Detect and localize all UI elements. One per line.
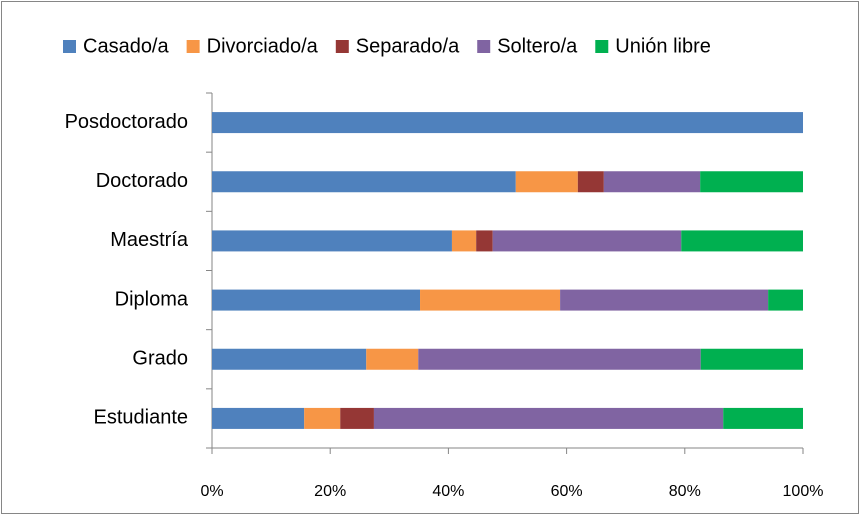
bar-segment (476, 230, 493, 252)
bar-segment (768, 289, 803, 311)
bar-segment (515, 171, 578, 193)
bar-segment (212, 230, 452, 252)
bar-segment (700, 171, 803, 193)
bar-segment (212, 348, 367, 370)
x-tick-label: 80% (669, 483, 701, 500)
bar-segment (700, 348, 803, 370)
y-tick-label: Posdoctorado (65, 111, 188, 133)
legend-swatch (63, 40, 76, 53)
bar-segment (212, 171, 516, 193)
bar-segment (418, 348, 701, 370)
bar-segment (304, 407, 341, 429)
legend-swatch (477, 40, 491, 53)
legend-label: Casado/a (83, 35, 169, 57)
bar-segment (577, 171, 604, 193)
bar-segment (560, 289, 769, 311)
bar-segment (340, 407, 374, 429)
bar-segment (212, 112, 803, 134)
legend-label: Unión libre (615, 35, 711, 57)
bar-segment (420, 289, 561, 311)
legend-swatch (335, 40, 349, 53)
x-tick-label: 20% (314, 483, 346, 500)
legend-label: Separado/a (356, 35, 460, 57)
bar-segment (212, 407, 305, 429)
bar-segment (492, 230, 682, 252)
legend-label: Divorciado/a (207, 35, 319, 57)
legend-swatch (595, 40, 609, 53)
legend-swatch (186, 40, 200, 53)
bar-segment (366, 348, 419, 370)
y-tick-label: Grado (132, 348, 188, 370)
y-tick-label: Maestría (110, 229, 189, 251)
y-tick-label: Diploma (115, 288, 189, 310)
bar-segment (451, 230, 477, 252)
x-tick-label: 60% (551, 483, 583, 500)
y-tick-label: Doctorado (96, 170, 188, 192)
y-tick-label: Estudiante (93, 407, 188, 429)
bar-segment (373, 407, 724, 429)
legend-label: Soltero/a (497, 35, 578, 57)
bar-segment (681, 230, 803, 252)
x-tick-label: 100% (783, 483, 824, 500)
x-tick-label: 40% (432, 483, 464, 500)
bar-segment (603, 171, 701, 193)
x-tick-label: 0% (200, 483, 223, 500)
bar-segment (723, 407, 803, 429)
bar-segment (212, 289, 421, 311)
